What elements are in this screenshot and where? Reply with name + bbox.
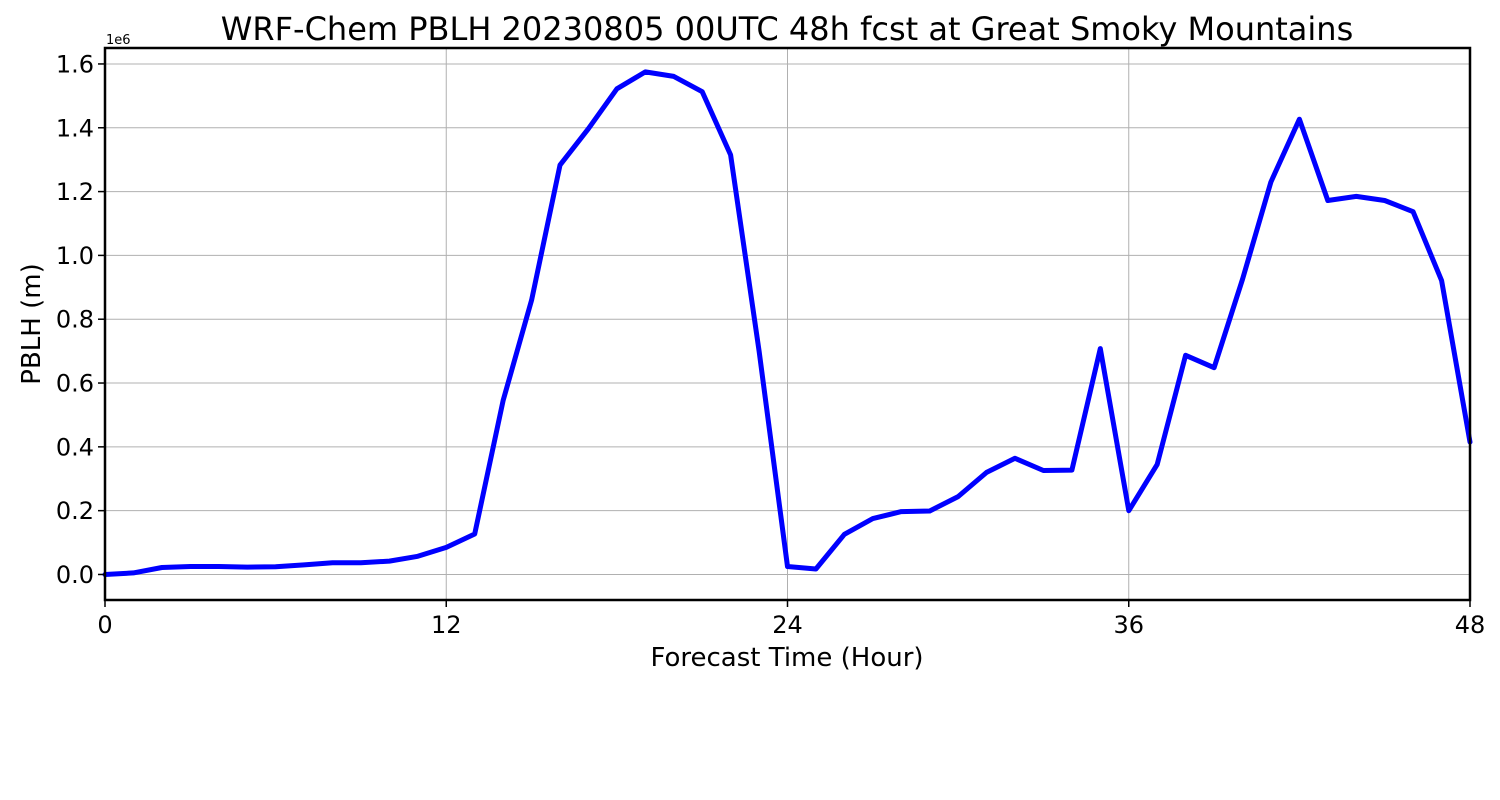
series-layer [102,69,1473,577]
chart-title: WRF-Chem PBLH 20230805 00UTC 48h fcst at… [221,10,1354,48]
y-tick-label: 0.4 [56,433,94,461]
x-tick-label: 24 [772,611,803,639]
y-tick-label: 1.0 [56,242,94,270]
y-axis-label: PBLH (m) [17,263,47,384]
x-tick-label: 0 [97,611,112,639]
x-axis-label: Forecast Time (Hour) [650,643,923,673]
y-tick-label: 0.2 [56,497,94,525]
y-tick-label: 0.0 [56,561,94,589]
x-tick-label: 48 [1455,611,1486,639]
y-tick-label: 0.8 [56,306,94,334]
y-tick-label: 1.4 [56,114,94,142]
pblh-series-line [102,69,1473,577]
x-tick-label: 36 [1113,611,1144,639]
x-tick-label: 12 [431,611,462,639]
axis-ticks: 0 12 24 36 48 0.0 0.2 0.4 0.6 0.8 1.0 1.2 1.4 1.6 [56,50,1485,639]
y-tick-label: 1.6 [56,50,94,78]
grid-lines [104,48,1471,600]
y-tick-label: 1.2 [56,178,94,206]
y-tick-label: 0.6 [56,370,94,398]
y-offset-label: 1e6 [106,33,131,48]
